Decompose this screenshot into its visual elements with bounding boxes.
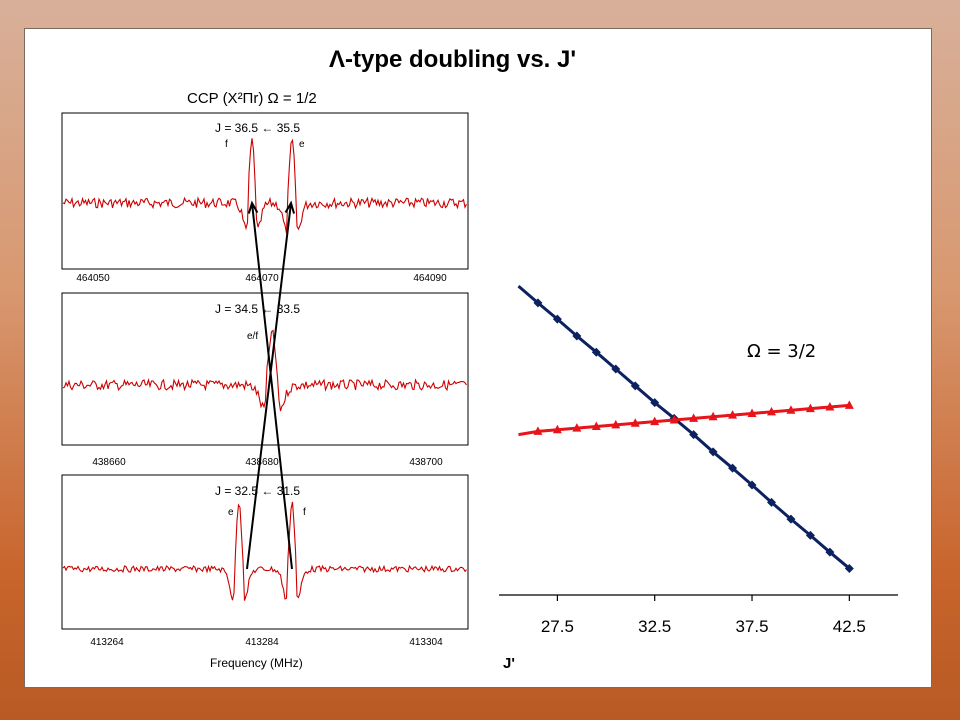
data-point xyxy=(630,418,640,427)
data-point xyxy=(728,463,738,473)
data-point xyxy=(844,563,854,573)
chart-area: 27.5 32.5 37.5 42.5 Ω = 3/2 J' xyxy=(499,284,898,672)
data-point xyxy=(611,364,621,374)
freq-tick: 438700 xyxy=(409,457,443,468)
data-point xyxy=(747,480,757,490)
crossing-arrows xyxy=(246,200,296,570)
slide-title: Λ-type doubling vs. J' xyxy=(329,46,576,73)
data-point xyxy=(708,447,718,457)
data-point xyxy=(572,423,582,432)
data-point xyxy=(786,405,796,414)
freq-tick: 464050 xyxy=(76,273,110,284)
frequency-axis-label: Frequency (MHz) xyxy=(210,656,303,670)
arrow-head xyxy=(247,200,259,214)
data-point xyxy=(766,497,776,507)
transition-label: J = 32.5 ← 31.5 xyxy=(215,484,300,498)
freq-tick: 413264 xyxy=(90,637,124,648)
x-tick-label: 27.5 xyxy=(541,617,574,636)
freq-tick: 464070 xyxy=(245,273,279,284)
data-point xyxy=(825,401,835,411)
transition-label: J = 34.5 ← 33.5 xyxy=(215,302,300,316)
data-point xyxy=(844,400,854,409)
data-point xyxy=(650,416,660,426)
freq-tick: 438680 xyxy=(245,457,279,468)
data-point xyxy=(669,414,679,424)
spectrum-panel-top: J = 36.5 ← 35.5 f e 464050 464070 464090 xyxy=(61,112,469,284)
spectrum-panel-bottom: J = 32.5 ← 31.5 e f 413264 413284 413304… xyxy=(61,474,469,670)
parity-label-left: e xyxy=(228,507,234,518)
x-tick-label: 32.5 xyxy=(638,617,671,636)
freq-tick: 438660 xyxy=(92,457,126,468)
figure-canvas: Λ-type doubling vs. J' CCP (X²Πr) Ω = 1/… xyxy=(61,46,898,672)
x-tick-label: 37.5 xyxy=(735,617,768,636)
data-point xyxy=(805,403,815,413)
data-point xyxy=(825,547,835,557)
parity-label-right: e xyxy=(299,139,305,150)
spectrum-trace xyxy=(62,138,467,234)
series-line xyxy=(518,403,850,437)
parity-label-left: f xyxy=(225,139,228,150)
omega-annotation: Ω = 3/2 xyxy=(747,341,816,362)
freq-tick: 464090 xyxy=(413,273,447,284)
spectra-subtitle: CCP (X²Πr) Ω = 1/2 xyxy=(187,90,317,107)
freq-tick: 413284 xyxy=(245,637,279,648)
spectra-traces xyxy=(62,138,467,601)
data-point xyxy=(630,381,640,391)
panel-frame xyxy=(61,474,469,630)
slide: Λ-type doubling vs. J' CCP (X²Πr) Ω = 1/… xyxy=(24,28,932,688)
spectrum-trace xyxy=(62,501,467,601)
x-tick-label: 42.5 xyxy=(833,617,866,636)
x-axis-label: J' xyxy=(503,655,515,672)
parity-label-right: f xyxy=(303,507,306,518)
data-point xyxy=(611,419,621,429)
data-point xyxy=(552,314,562,324)
crossing-arrow xyxy=(246,202,292,570)
data-point xyxy=(572,331,582,341)
transition-label: J = 36.5 ← 35.5 xyxy=(215,121,300,135)
data-point xyxy=(591,347,601,357)
data-point xyxy=(786,514,796,524)
arrow-head xyxy=(284,200,296,214)
spectrum-trace xyxy=(62,329,467,412)
parity-label-center: e/f xyxy=(247,331,258,342)
x-ticks: 27.5 32.5 37.5 42.5 xyxy=(541,595,866,636)
crossing-arrow xyxy=(251,202,293,570)
data-point xyxy=(689,413,699,422)
data-point xyxy=(552,424,562,434)
data-point xyxy=(650,398,660,408)
panel-frame xyxy=(61,112,469,270)
data-point xyxy=(591,421,601,430)
data-point xyxy=(533,298,543,308)
data-point xyxy=(766,406,776,416)
data-point xyxy=(805,530,815,540)
data-point xyxy=(728,410,738,419)
data-point xyxy=(708,411,718,421)
data-point xyxy=(689,430,699,440)
freq-tick: 413304 xyxy=(409,637,443,648)
series-line xyxy=(517,284,851,570)
data-point xyxy=(747,408,757,417)
data-point xyxy=(533,426,543,435)
series-lines xyxy=(517,284,854,573)
